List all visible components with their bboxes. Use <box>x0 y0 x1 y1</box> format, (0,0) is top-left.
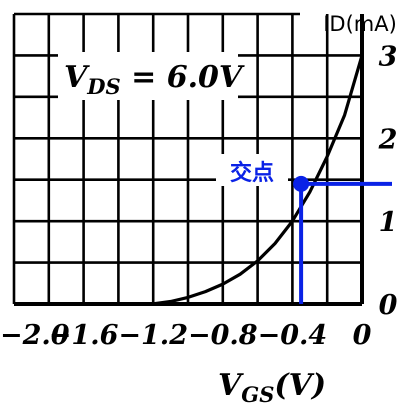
x-axis-label: VGS(V) <box>218 368 326 407</box>
transfer-curve <box>142 53 364 306</box>
y-tick-label: 0 <box>379 290 398 321</box>
x-tick-label: −0.8 <box>188 320 258 351</box>
condition-label-sub: DS <box>86 74 120 99</box>
y-tick-label: 1 <box>379 207 398 238</box>
condition-label: VDS = 6.0V <box>64 60 245 99</box>
condition-label-bg <box>58 52 238 100</box>
x-axis-label-rest: (V) <box>274 368 326 403</box>
x-axis-label-main: V <box>218 368 244 403</box>
x-axis-label-sub: GS <box>241 382 274 407</box>
x-tick-label: −1.6 <box>49 320 119 351</box>
x-tick-label: −0.4 <box>258 320 328 351</box>
y-tick-label: 2 <box>378 124 398 155</box>
condition-label-rest: = 6.0V <box>121 60 245 95</box>
intersection-point <box>293 175 310 192</box>
x-tick-label: −2.0 <box>0 320 70 351</box>
y-axis-label: ID(mA) <box>323 12 397 36</box>
condition-label-main: V <box>64 60 90 95</box>
y-tick-label: 3 <box>379 41 398 72</box>
series-layer <box>142 53 364 306</box>
intersection-layer: 交点 <box>216 154 392 304</box>
intersection-label: 交点 <box>230 160 274 186</box>
intersection-label-bg <box>216 154 288 186</box>
labels-layer: ID(mA) VDS = 6.0V VGS(V) −2.0−1.6 −1.2 −0.… <box>0 12 398 407</box>
axes <box>14 14 364 306</box>
x-tick-label: −1.2 <box>118 320 188 351</box>
x-tick-label: 0 <box>353 320 372 351</box>
